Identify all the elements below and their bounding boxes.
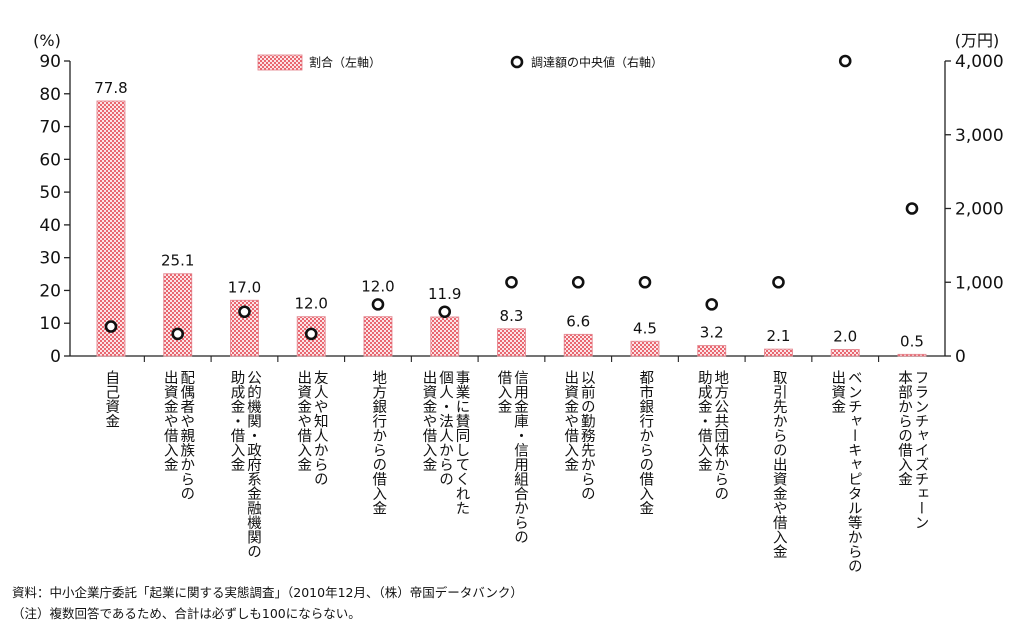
category-label: 地方公共団体からの 助成金・借入金 <box>695 370 729 501</box>
left-tick-label: 0 <box>50 347 61 367</box>
left-tick-label: 20 <box>39 281 61 301</box>
left-tick-label: 50 <box>39 183 61 203</box>
right-tick-label: 0 <box>955 347 966 367</box>
right-tick-label: 3,000 <box>955 126 1004 146</box>
legend-swatch-marker <box>510 55 524 69</box>
left-axis-unit: (%) <box>33 31 61 50</box>
category-label: 公的機関・政府系金融機関の 助成金・借入金 <box>228 370 261 559</box>
category-label: 地方銀行からの借入金 <box>370 370 387 515</box>
median-marker <box>838 54 852 68</box>
bar-value-label: 17.0 <box>228 278 261 296</box>
median-marker <box>371 298 385 311</box>
bar <box>764 348 793 357</box>
bar-value-label: 12.0 <box>295 295 328 313</box>
bar-value-label: 4.5 <box>633 319 657 337</box>
bar <box>430 316 460 357</box>
median-marker <box>304 327 318 341</box>
bar <box>630 340 660 357</box>
left-tick-label: 70 <box>39 118 61 138</box>
median-marker <box>238 305 251 319</box>
median-marker <box>104 320 118 333</box>
bar-value-label: 8.3 <box>500 307 524 325</box>
legend-label-marker: 調達額の中央値（右軸） <box>531 55 663 70</box>
left-tick-label: 40 <box>39 216 61 236</box>
bar <box>96 100 126 357</box>
right-tick-label: 4,000 <box>955 52 1004 72</box>
legend-swatch-bar <box>257 54 303 71</box>
category-label: フランチャイズチェーン 本部からの借入金 <box>895 370 929 530</box>
bar-value-label: 2.0 <box>833 327 857 345</box>
bar-value-label: 2.1 <box>767 327 791 345</box>
median-marker <box>571 275 585 289</box>
category-label: 都市銀行からの借入金 <box>637 370 654 515</box>
bar-value-label: 0.5 <box>900 332 924 350</box>
bar <box>497 328 526 357</box>
left-tick-label: 10 <box>39 314 61 334</box>
median-marker <box>772 275 785 289</box>
bar <box>830 348 860 357</box>
bar-value-label: 77.8 <box>94 79 127 97</box>
median-marker <box>638 275 652 289</box>
legend-label-bar: 割合（左軸） <box>309 55 381 70</box>
bar-series <box>96 100 927 357</box>
category-label: 自己資金 <box>103 370 120 428</box>
bar <box>563 333 593 357</box>
bar <box>163 273 193 357</box>
bar <box>363 316 393 357</box>
bar-value-label: 11.9 <box>428 285 461 303</box>
median-marker <box>705 298 719 311</box>
left-tick-label: 80 <box>39 85 61 105</box>
median-series <box>104 54 919 341</box>
legend: 割合（左軸） 調達額の中央値（右軸） <box>257 54 663 71</box>
source-note: 資料：中小企業庁委託「起業に関する実態調査」（2010年12月、（株）帝国データ… <box>12 585 523 600</box>
bar-value-labels: 77.8 25.1 17.0 12.0 12.0 11.9 8.3 6.6 4.5 3.2 2.1 2… <box>94 79 924 350</box>
category-label: 事業に賛同してくれた 個人・法人からの 出資金や借入金 <box>420 370 470 515</box>
category-label: 友人や知人からの 出資金や借入金 <box>295 370 328 486</box>
right-axis-unit: (万円) <box>955 31 1000 50</box>
bar-value-label: 6.6 <box>566 312 590 330</box>
median-marker <box>905 202 919 215</box>
right-tick-label: 1,000 <box>955 273 1004 293</box>
left-tick-label: 90 <box>39 52 61 72</box>
footnote: （注）複数回答であるため、合計は必ずしも100にならない。 <box>12 606 361 621</box>
median-marker <box>438 305 452 319</box>
axes: 0 10 20 30 40 50 60 70 80 90 0 1,000 2,000 3,000 4,000 <box>39 52 1003 367</box>
right-tick-label: 2,000 <box>955 200 1004 220</box>
median-marker <box>171 327 185 341</box>
category-label: 配偶者や親族からの 出資金や借入金 <box>161 370 195 501</box>
bar-value-label: 3.2 <box>700 324 724 342</box>
bar-value-label: 12.0 <box>361 277 394 295</box>
bar-value-label: 25.1 <box>161 252 194 270</box>
left-tick-label: 30 <box>39 249 61 269</box>
median-marker <box>505 275 518 289</box>
bar <box>697 345 727 357</box>
bar <box>897 353 927 357</box>
left-tick-label: 60 <box>39 150 61 170</box>
category-label: 取引先からの出資金や借入金 <box>770 370 787 559</box>
category-label: 信用金庫・信用組合からの 借入金 <box>495 370 528 544</box>
category-label: 以前の勤務先からの 出資金や借入金 <box>562 370 595 501</box>
category-label: ベンチャーキャピタル等からの 出資金 <box>829 370 862 573</box>
